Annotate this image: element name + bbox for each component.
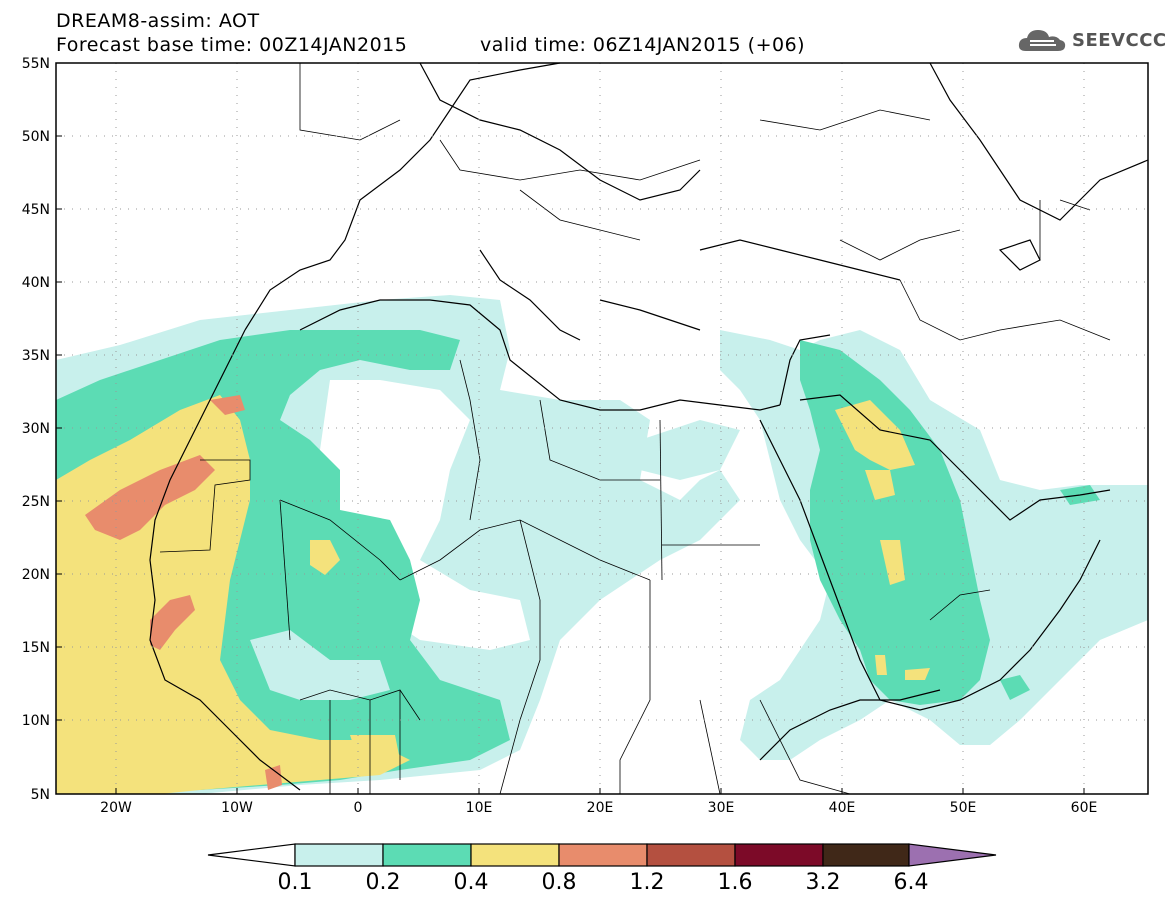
colorbar-label: 3.2 — [805, 870, 841, 895]
logo-text: SEEVCCC — [1072, 29, 1165, 51]
lon-label: 20E — [587, 800, 614, 816]
lat-label: 55N — [22, 56, 50, 72]
lon-label: 10E — [466, 800, 493, 816]
lat-label: 25N — [22, 494, 50, 510]
lat-label: 20N — [22, 567, 50, 583]
lat-label: 15N — [22, 640, 50, 656]
title-line-2: Forecast base time: 00Z14JAN2015 — [56, 34, 408, 56]
lat-label: 35N — [22, 348, 50, 364]
lon-label: 20W — [100, 800, 132, 816]
lat-label: 45N — [22, 202, 50, 218]
aot-fields — [56, 295, 1148, 794]
seevccc-logo: SEEVCCC — [1016, 24, 1165, 56]
political-borders — [159, 63, 1111, 795]
lat-label: 5N — [31, 787, 50, 803]
colorbar-swatch-3 — [470, 843, 560, 867]
colorbar-label: 6.4 — [893, 870, 929, 895]
colorbar-swatch-5 — [646, 843, 736, 867]
title-line-1: DREAM8-assim: AOT — [56, 10, 260, 32]
longitude-labels: 20W 10W 0 10E 20E 30E 40E 50E 60E — [100, 800, 1097, 816]
colorbar — [207, 843, 997, 867]
aot-level-0.8 — [85, 395, 282, 790]
cloud-icon — [1018, 30, 1066, 51]
lat-label: 40N — [22, 275, 50, 291]
lon-label: 40E — [829, 800, 856, 816]
lon-label: 0 — [354, 800, 363, 816]
colorbar-swatch-2 — [382, 843, 472, 867]
lat-label: 50N — [22, 129, 50, 145]
colorbar-label: 0.2 — [365, 870, 401, 895]
valid-time: valid time: 06Z14JAN2015 (+06) — [480, 34, 806, 56]
colorbar-swatch-1 — [294, 843, 384, 867]
colorbar-label: 0.8 — [541, 870, 577, 895]
lon-label: 60E — [1071, 800, 1098, 816]
axis-ticks — [56, 62, 1085, 795]
lon-label: 10W — [221, 800, 253, 816]
coastlines — [149, 62, 1149, 791]
colorbar-swatch-4 — [558, 843, 648, 867]
colorbar-over-arrow — [908, 843, 997, 867]
lon-label: 50E — [950, 800, 977, 816]
colorbar-label: 1.6 — [717, 870, 753, 895]
lat-label: 30N — [22, 421, 50, 437]
latitude-labels: 55N 50N 45N 40N 35N 30N 25N 20N 15N 10N … — [22, 56, 50, 803]
colorbar-swatch-6 — [734, 843, 824, 867]
colorbar-label: 0.1 — [277, 870, 313, 895]
colorbar-label: 1.2 — [629, 870, 665, 895]
colorbar-swatch-7 — [822, 843, 910, 867]
lon-label: 30E — [708, 800, 735, 816]
lat-label: 10N — [22, 713, 50, 729]
colorbar-label: 0.4 — [453, 870, 489, 895]
colorbar-under-arrow — [207, 843, 296, 867]
